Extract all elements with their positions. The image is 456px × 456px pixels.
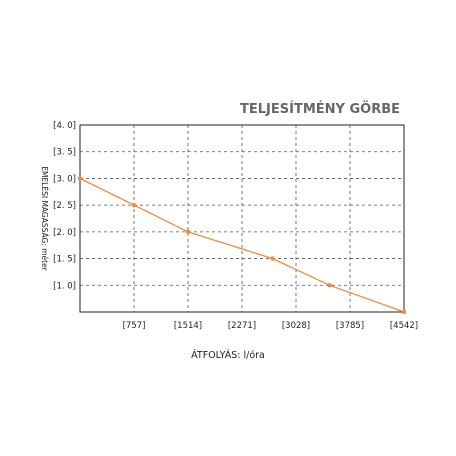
data-point bbox=[270, 256, 275, 261]
series bbox=[77, 176, 407, 315]
data-point bbox=[401, 309, 407, 315]
y-tick-label: [1. 0] bbox=[53, 281, 76, 291]
plot-frame bbox=[79, 124, 405, 313]
x-tick-label: [3028] bbox=[282, 321, 310, 331]
y-tick-label: [2. 5] bbox=[53, 201, 76, 211]
y-tick-label: [3. 0] bbox=[53, 174, 76, 184]
grid bbox=[80, 125, 404, 312]
x-tick-label: [757] bbox=[123, 321, 146, 331]
y-tick-label: [1. 5] bbox=[53, 255, 76, 265]
x-axis-label: ÁTFOLYÁS: l/óra bbox=[191, 349, 265, 361]
y-tick-label: [2. 0] bbox=[53, 228, 76, 238]
x-tick-label: [2271] bbox=[228, 321, 256, 331]
y-tick-label: [3. 5] bbox=[53, 148, 76, 158]
data-point bbox=[77, 176, 83, 181]
y-axis-label: EMELÉSI MAGASSÁG: méter bbox=[40, 166, 49, 271]
series-line bbox=[79, 177, 405, 313]
y-tick-label: [4. 0] bbox=[53, 121, 76, 131]
x-tick-labels: [757] [1514] [2271] [3028] [3785] [4542] bbox=[123, 321, 419, 331]
x-tick-label: [1514] bbox=[174, 321, 202, 331]
x-tick-label: [4542] bbox=[390, 321, 418, 331]
data-point bbox=[185, 229, 191, 235]
chart-title: TELJESÍTMÉNY GÖRBE bbox=[240, 101, 400, 117]
data-point bbox=[327, 283, 332, 288]
y-tick-labels: [4. 0] [3. 5] [3. 0] [2. 5] [2. 0] [1. 5] [1. … bbox=[53, 121, 76, 291]
x-tick-label: [3785] bbox=[336, 321, 364, 331]
data-point bbox=[131, 202, 137, 208]
